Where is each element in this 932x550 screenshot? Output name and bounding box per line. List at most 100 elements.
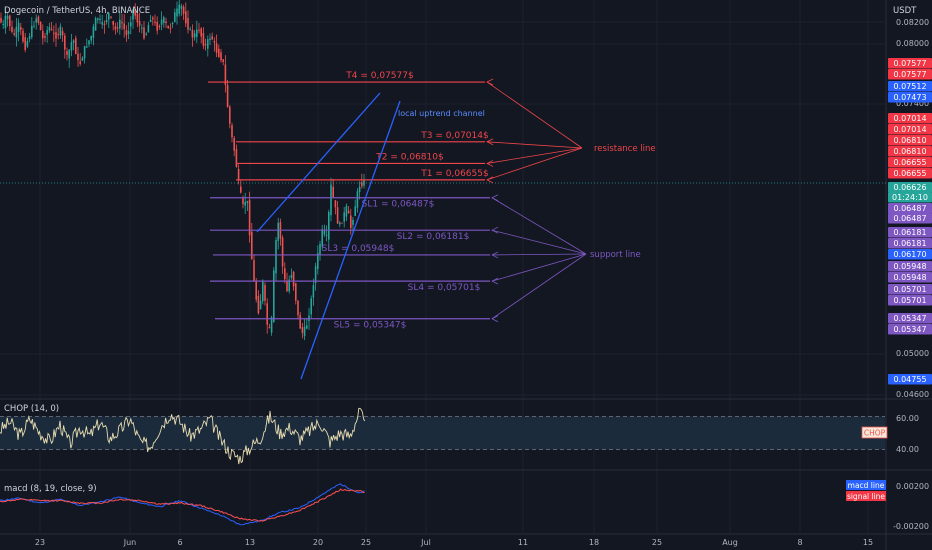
support-label: SL1 = 0,06487$ xyxy=(362,200,435,210)
arrow-head xyxy=(486,160,494,167)
candle-body xyxy=(4,15,7,29)
legend-signal-box xyxy=(846,491,886,501)
symbol-title: Dogecoin / TetherUS, 4h, BINANCE xyxy=(4,6,150,16)
candle-body xyxy=(244,201,246,206)
candle-body xyxy=(187,18,189,30)
candle-body xyxy=(317,253,319,270)
candle-body xyxy=(255,281,257,300)
price-tag: 0.05347 xyxy=(888,324,932,335)
candle-body xyxy=(11,26,13,32)
price-tag: 0.06810 xyxy=(888,135,932,146)
macd-tick-label: 0.00200 xyxy=(896,482,929,491)
candle-body xyxy=(290,275,293,278)
candle-body xyxy=(347,210,350,214)
candle-body xyxy=(275,240,277,274)
candle-body xyxy=(266,303,268,325)
channel-upper-line[interactable] xyxy=(256,92,381,233)
candle-body xyxy=(182,6,185,14)
candle-body xyxy=(114,26,117,30)
candle-body xyxy=(145,33,147,35)
candle-body xyxy=(319,244,321,255)
candle-body xyxy=(259,300,262,310)
price-tag-text: 0.06810 xyxy=(893,136,926,145)
price-tag: 0.06170 xyxy=(888,249,932,260)
candle-body xyxy=(127,31,130,34)
candle-body xyxy=(90,36,92,41)
candle-body xyxy=(323,229,326,235)
price-tag-text: 0.06487 xyxy=(893,204,926,213)
chop-tick-label: 40.00 xyxy=(896,445,919,454)
price-tag: 0.06181 xyxy=(888,227,932,238)
candle-body xyxy=(103,23,106,25)
chop-tag-box xyxy=(861,426,888,439)
candle-body xyxy=(17,22,20,33)
candle-body xyxy=(9,15,11,27)
candle-body xyxy=(332,186,334,198)
candle-body xyxy=(306,325,308,329)
price-tag: 0.07014 xyxy=(888,113,932,124)
resistance-arrow xyxy=(486,147,583,181)
candle-body xyxy=(108,13,110,20)
candle-body xyxy=(15,26,18,38)
candle-body xyxy=(288,279,290,292)
support-label: SL3 = 0,05948$ xyxy=(322,244,395,254)
price-tag: 0.05701 xyxy=(888,284,932,295)
candle-body xyxy=(59,26,62,36)
price-tag: 0.06487 xyxy=(888,213,932,224)
candle-body xyxy=(138,21,141,26)
candle-body xyxy=(50,29,53,31)
candle-body xyxy=(70,42,73,51)
chop-line xyxy=(0,407,366,465)
y-tick-label: 0.08200 xyxy=(896,18,929,27)
candle-body xyxy=(77,53,79,61)
price-tag-text: 01:24:10 xyxy=(892,193,928,202)
candle-body xyxy=(218,48,220,58)
price-tag: 0.07473 xyxy=(888,92,932,103)
candle-body xyxy=(354,206,356,216)
candle-body xyxy=(299,315,301,329)
candle-body xyxy=(343,212,345,222)
x-tick-label: 20 xyxy=(313,538,323,547)
candle-body xyxy=(253,260,255,282)
y-tick-label: 0.05000 xyxy=(896,349,929,358)
resistance-label: T4 = 0,07577$ xyxy=(345,71,413,81)
candle-body xyxy=(22,30,24,42)
candle-body xyxy=(325,234,328,236)
candle-body xyxy=(79,61,81,64)
price-tag-text: 0.05347 xyxy=(893,314,926,323)
price-tag-box xyxy=(888,374,932,385)
candle-body xyxy=(268,327,271,329)
resistance-label: T2 = 0,06810$ xyxy=(375,152,443,162)
resistance-annotation: resistance line xyxy=(594,144,656,154)
candle-body xyxy=(229,106,231,124)
candle-body xyxy=(39,22,42,31)
candle-body xyxy=(341,222,343,224)
price-tag-box xyxy=(888,227,932,238)
x-tick-label: 11 xyxy=(518,538,528,547)
candle-body xyxy=(339,222,341,225)
candle-body xyxy=(345,205,348,217)
candle-body xyxy=(328,211,330,240)
support-label: SL4 = 0,05701$ xyxy=(408,283,481,293)
candle-body xyxy=(141,27,143,29)
candle-body xyxy=(48,27,51,31)
candle-body xyxy=(211,36,213,40)
currency-label: USDT xyxy=(893,6,917,16)
arrow-head xyxy=(486,176,494,184)
channel-lower-line[interactable] xyxy=(300,100,401,380)
candle-body xyxy=(321,229,323,247)
candle-body xyxy=(350,215,352,229)
candle-body xyxy=(0,17,2,23)
candle-body xyxy=(257,295,260,314)
price-tag-box xyxy=(888,238,932,249)
candle-body xyxy=(178,4,180,14)
candle-body xyxy=(46,30,48,35)
price-tag: 0.07014 xyxy=(888,124,932,135)
candle-body xyxy=(330,184,332,216)
price-tag-text: 0.07473 xyxy=(893,93,926,102)
support-arrow xyxy=(491,253,587,320)
candle-body xyxy=(94,18,97,31)
candle-body xyxy=(33,25,35,27)
candle-body xyxy=(264,284,266,301)
